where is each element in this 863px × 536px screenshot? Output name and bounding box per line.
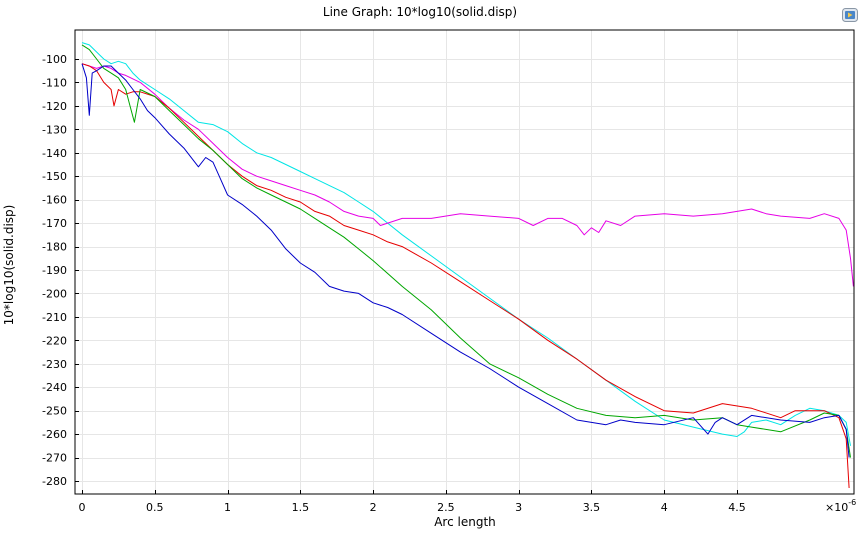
x-tick-label: 4 (661, 501, 668, 514)
x-axis-multiplier: ×10-6 (825, 498, 856, 514)
y-tick-label: -110 (42, 76, 67, 89)
x-axis-label: Arc length (434, 515, 496, 529)
y-tick-label: -120 (42, 100, 67, 113)
x-tick-label: 1.5 (292, 501, 310, 514)
y-tick-label: -250 (42, 405, 67, 418)
y-tick-labels: -100 -110 -120 -130 -140 -150 -160 -170 -180 -190… (42, 53, 67, 488)
export-icon[interactable] (842, 7, 858, 22)
series-line-5 (81, 63, 850, 458)
y-tick-label: -230 (42, 358, 67, 371)
chart-title: Line Graph: 10*log10(solid.disp) (323, 5, 517, 19)
x-tick-label: 3 (515, 501, 522, 514)
y-tick-label: -170 (42, 217, 67, 230)
series-lines (81, 42, 854, 489)
y-tick-label: -200 (42, 287, 67, 300)
x-tick-labels: 0 0.5 1 1.5 2 2.5 3 3.5 4 4.5 (79, 501, 746, 514)
plot-frame (74, 29, 855, 495)
y-tick-label: -260 (42, 428, 67, 441)
y-tick-label: -190 (42, 264, 67, 277)
y-tick-label: -220 (42, 334, 67, 347)
series-line-3 (81, 63, 850, 489)
y-axis-label: 10*log10(solid.disp) (2, 205, 16, 326)
y-tick-label: -150 (42, 170, 67, 183)
y-tick-label: -240 (42, 381, 67, 394)
x-tick-label: 4.5 (728, 501, 746, 514)
x-tick-label: 0 (79, 501, 86, 514)
x-tick-label: 2 (370, 501, 377, 514)
x-tick-label: 3.5 (583, 501, 601, 514)
x-tick-label: 2.5 (437, 501, 455, 514)
y-tick-label: -160 (42, 194, 67, 207)
series-line-1 (81, 42, 851, 446)
x-axis-multiplier-base: ×10 (825, 501, 848, 514)
x-tick-label: 0.5 (146, 501, 164, 514)
series-line-2 (81, 63, 854, 287)
axis-ticks (75, 59, 738, 494)
y-tick-label: -100 (42, 53, 67, 66)
y-tick-label: -140 (42, 147, 67, 160)
x-axis-multiplier-exponent: -6 (848, 498, 856, 507)
y-tick-label: -280 (42, 475, 67, 488)
y-tick-label: -210 (42, 311, 67, 324)
y-tick-label: -270 (42, 452, 67, 465)
x-tick-label: 1 (224, 501, 231, 514)
grid-lines (75, 30, 854, 494)
y-tick-label: -130 (42, 123, 67, 136)
y-tick-label: -180 (42, 241, 67, 254)
